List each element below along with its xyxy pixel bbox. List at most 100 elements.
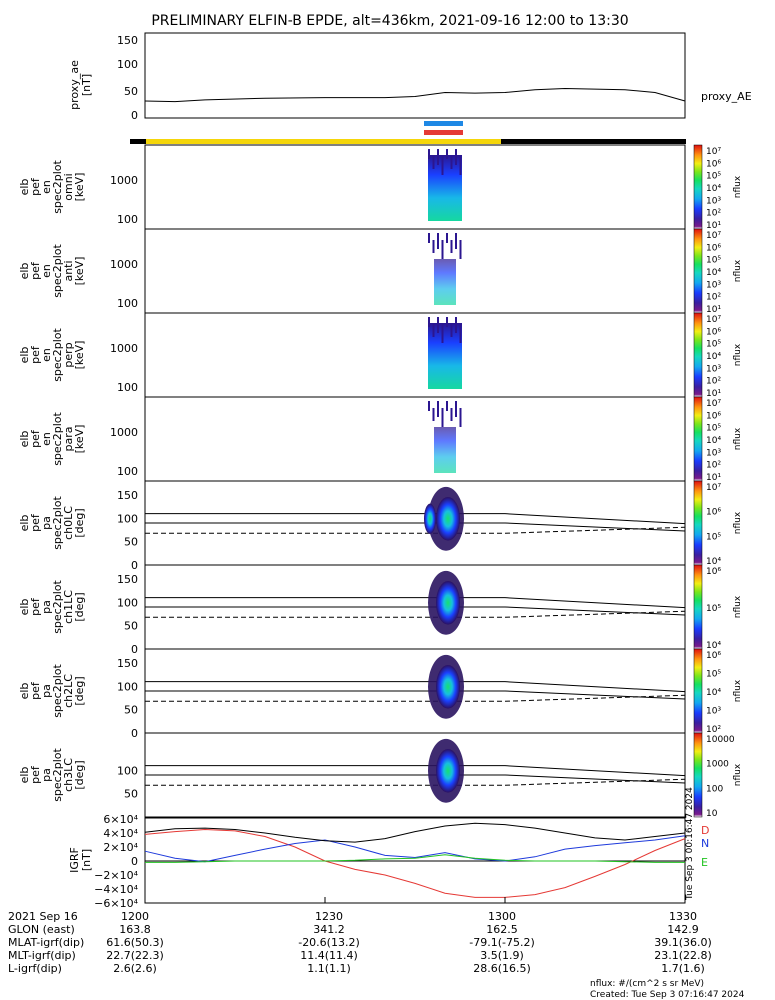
footer-row-value: 11.4(11.4) [300, 949, 358, 962]
y-tick-label: 2×10⁴ [103, 841, 138, 854]
colorbar: 10⁷ 10⁶ 10⁵ 10⁴ 10³ 10² 10¹ nflux [693, 228, 743, 315]
y-tick-label: 1000 [110, 342, 138, 355]
colorbar-tick-label: 10⁵ [706, 604, 721, 614]
unit-note: nflux: #/(cm^2 s sr MeV) [590, 979, 704, 989]
y-tick-label: 4×10⁴ [103, 827, 138, 840]
flux-core [436, 664, 460, 709]
flux-speckle [459, 408, 462, 427]
igrf-axis-label: IGRF [nT] [68, 847, 93, 873]
axis-label-line: elb [18, 347, 31, 364]
colorbar-gradient [693, 564, 703, 650]
axis-label-line: omni [62, 173, 75, 200]
colorbar-tick-label: 10⁶ [706, 243, 721, 253]
flux-speckle [446, 317, 448, 327]
footer-row-value: 142.9 [667, 923, 699, 936]
loss-cone-upper [145, 765, 686, 777]
footer-row-label: MLAT-igrf(dip) [8, 936, 84, 949]
loss-cone-mid [145, 606, 686, 616]
y-tick-label: 150 [117, 657, 138, 670]
y-tick-label: 150 [117, 489, 138, 502]
colorbar-tick-label: 10¹ [706, 221, 721, 231]
y-tick-label: 100 [117, 680, 138, 693]
loss-cone-lower [145, 610, 686, 618]
y-tick-label: 50 [124, 704, 138, 717]
footer-row-value: -20.6(13.2) [298, 936, 360, 949]
axis-label-line: ch0LC [62, 506, 75, 540]
axis-label-line: anti [62, 260, 75, 281]
axis-label-line: en [40, 180, 53, 194]
igrf-series [144, 822, 686, 898]
footer-row-value: 22.7(22.3) [106, 949, 164, 962]
y-tick-label: 150 [117, 34, 138, 47]
y-tick-label: 100 [117, 381, 138, 394]
footer-row-value: 162.5 [486, 923, 518, 936]
axis-label-line: pef [29, 261, 42, 280]
igrf-legend-d: D [701, 824, 709, 837]
footer-row-label: MLT-igrf(dip) [8, 949, 76, 962]
colorbar-unit-label: nflux [733, 175, 743, 198]
y-tick-label: 100 [117, 465, 138, 478]
axis-label-line: proxy_ae [68, 60, 81, 110]
proxy-ae-axis-label: proxy_ae [nT] [68, 60, 93, 110]
y-tick-label: 1000 [110, 174, 138, 187]
flux-speckle [450, 156, 453, 169]
footer-row-value: 1230 [315, 910, 343, 923]
colorbar-tick-label: 10³ [706, 280, 721, 290]
y-tick-label: 100 [117, 297, 138, 310]
footer-row-value: 23.1(22.8) [654, 949, 712, 962]
colorbar-tick-label: 10² [706, 293, 721, 303]
igrf-line-n [144, 835, 686, 863]
colorbars: 10⁷10⁶10⁵10⁴10³10²10¹nflux10⁷10⁶10⁵10⁴10… [693, 144, 743, 819]
colorbar-tick-label: 10⁷ [706, 231, 721, 241]
y-tick-label: 1000 [110, 426, 138, 439]
colorbar-gradient [693, 480, 703, 566]
colorbar-unit-label: nflux [733, 679, 743, 702]
y-tick-label: −4×10⁴ [94, 883, 138, 896]
colorbar-tick-label: 10² [706, 725, 721, 735]
colorbar-tick-label: 10⁶ [706, 651, 721, 661]
loss-cone-upper [145, 513, 686, 525]
created-timestamp: Created: Tue Sep 3 07:16:47 2024 [590, 990, 745, 1000]
flux-speckle [432, 324, 435, 337]
footer-row-value: 163.8 [119, 923, 151, 936]
footer-row-value: 1.1(1.1) [307, 962, 351, 975]
colorbar-tick-label: 10⁶ [706, 508, 721, 518]
flux-speckle [432, 240, 435, 253]
igrf-line-d [144, 828, 686, 898]
flux-speckle [441, 156, 444, 175]
axis-label-line: ch3LC [62, 758, 75, 792]
y-tick-label: 0 [131, 643, 138, 656]
colorbar-tick-label: 10⁴ [706, 268, 721, 278]
flux-core-secondary [424, 503, 436, 534]
axis-label-line: [deg] [73, 760, 86, 789]
colorbar-tick-label: 10⁶ [706, 159, 721, 169]
y-tick-label: 50 [124, 85, 138, 98]
panel-frame [144, 312, 686, 398]
axis-label-line: en [40, 264, 53, 278]
page-title: PRELIMINARY ELFIN-B EPDE, alt=436km, 202… [151, 13, 628, 29]
mode-bar-red [424, 130, 463, 135]
axis-label-line: elb [18, 515, 31, 532]
flux-core [436, 748, 460, 793]
colorbar-unit-label: nflux [733, 763, 743, 786]
loss-cone-upper [145, 681, 686, 693]
axis-label-line: ch2LC [62, 674, 75, 708]
footer-row-label: L-igrf(dip) [8, 962, 62, 975]
flux-speckle [437, 401, 439, 417]
colorbar-tick-label: 10⁵ [706, 256, 721, 266]
axis-label-line: spec2plot [51, 160, 64, 214]
science-zone-bar [146, 139, 501, 144]
orbit-footer: 2021 Sep 16 1200 1230 1300 1330 GLON (east) 16… [8, 897, 712, 975]
loss-cone-lower [145, 778, 686, 786]
y-tick-label: −6×10⁴ [94, 897, 138, 910]
colorbar-unit-label: nflux [733, 511, 743, 534]
colorbar-tick-label: 10⁶ [706, 411, 721, 421]
igrf-legend-e: E [701, 856, 708, 869]
flux-speckle [437, 149, 439, 165]
axis-label-line: ch1LC [62, 590, 75, 624]
colorbar-tick-label: 10⁶ [706, 327, 721, 337]
footer-row-value: 2.6(2.6) [113, 962, 157, 975]
